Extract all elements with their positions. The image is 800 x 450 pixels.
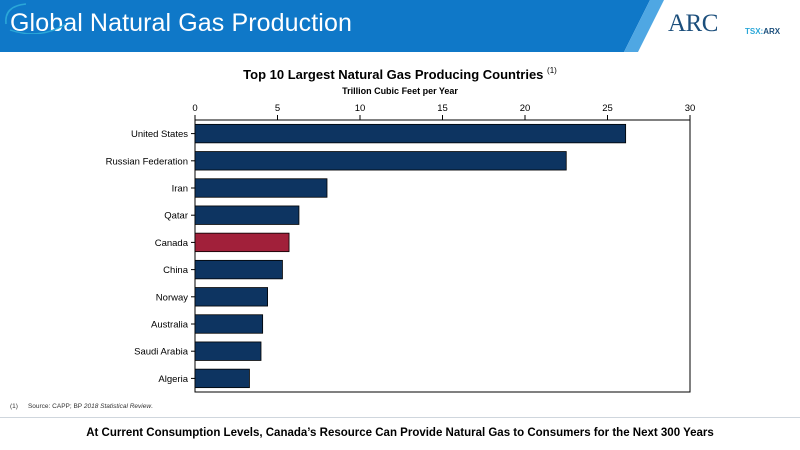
x-tick-label: 5 <box>275 103 280 114</box>
footnote-source-title: 2018 Statistical Review <box>83 403 152 410</box>
bar <box>194 341 262 361</box>
x-tick-label: 10 <box>355 103 366 114</box>
tagline: At Current Consumption Levels, Canada’s … <box>86 427 714 439</box>
category-label: Qatar <box>164 211 188 222</box>
bar <box>194 151 567 171</box>
bar <box>194 314 264 334</box>
chart-subtitle: Trillion Cubic Feet per Year <box>342 86 458 96</box>
footnote-source: Source: CAPP; BP <box>27 403 84 410</box>
x-tick-label: 0 <box>192 103 197 114</box>
chart-title-note: (1) <box>547 66 557 75</box>
category-label: China <box>163 265 189 276</box>
header-banner: Global Natural Gas Production ARC TSX:AR… <box>0 0 800 52</box>
source-footnote: (1) Source: CAPP; BP 2018 Statistical Rev… <box>10 403 153 410</box>
x-tick-label: 15 <box>437 103 448 114</box>
category-label: Saudi Arabia <box>134 347 189 358</box>
category-label: Algeria <box>158 374 188 385</box>
bar <box>194 287 268 307</box>
x-tick-label: 25 <box>602 103 613 114</box>
bar <box>194 178 328 198</box>
bar <box>194 259 283 280</box>
ticker-exchange: TSX: <box>745 27 764 36</box>
chart-title-text: Top 10 Largest Natural Gas Producing Cou… <box>243 67 544 82</box>
footnote-suffix: . <box>151 403 153 410</box>
category-label: Russian Federation <box>106 156 188 167</box>
category-label: United States <box>131 129 188 140</box>
header-background <box>0 0 664 52</box>
bar <box>194 232 290 253</box>
ticker-symbol: ARX <box>763 27 781 36</box>
bar-chart: 0 5 10 15 20 25 30 United States Russian Federat… <box>106 103 696 393</box>
category-label: Norway <box>156 292 188 303</box>
category-label: Canada <box>155 238 189 249</box>
footnote-number: (1) <box>10 403 18 410</box>
chart-title: Top 10 Largest Natural Gas Producing Cou… <box>0 66 800 82</box>
bar <box>194 368 250 389</box>
x-tick-label: 30 <box>685 103 696 114</box>
stock-ticker: TSX:ARX <box>745 27 780 36</box>
category-label: Iran <box>172 184 188 195</box>
arc-logo-swoosh-icon <box>5 3 67 34</box>
x-tick-label: 20 <box>520 103 531 114</box>
bar <box>194 205 300 225</box>
page-title: Global Natural Gas Production <box>10 9 352 37</box>
category-label: Australia <box>151 320 189 331</box>
bar <box>194 123 627 144</box>
divider <box>0 417 800 418</box>
arc-logo: ARC <box>668 10 718 37</box>
